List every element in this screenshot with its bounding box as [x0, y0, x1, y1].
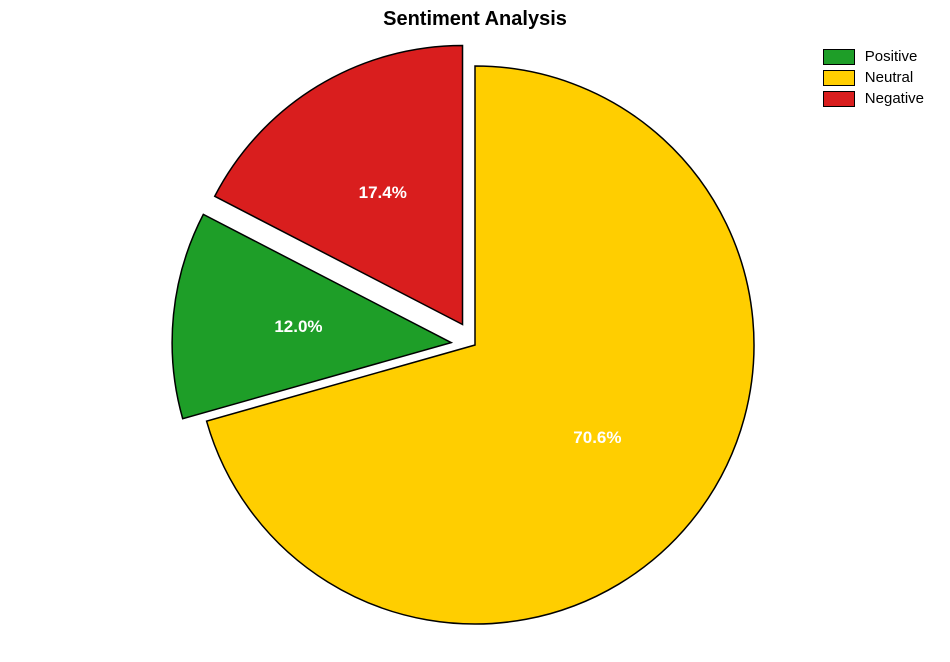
legend-swatch-negative [823, 91, 855, 107]
legend-label-neutral: Neutral [865, 69, 913, 86]
slice-label-positive: 12.0% [274, 317, 322, 337]
legend-item-neutral: Neutral [823, 69, 924, 86]
pie-chart [0, 0, 950, 662]
legend-item-positive: Positive [823, 48, 924, 65]
legend: Positive Neutral Negative [823, 48, 924, 107]
legend-item-negative: Negative [823, 90, 924, 107]
legend-swatch-neutral [823, 70, 855, 86]
slice-label-neutral: 70.6% [573, 428, 621, 448]
legend-label-negative: Negative [865, 90, 924, 107]
slice-label-negative: 17.4% [359, 183, 407, 203]
legend-label-positive: Positive [865, 48, 918, 65]
legend-swatch-positive [823, 49, 855, 65]
